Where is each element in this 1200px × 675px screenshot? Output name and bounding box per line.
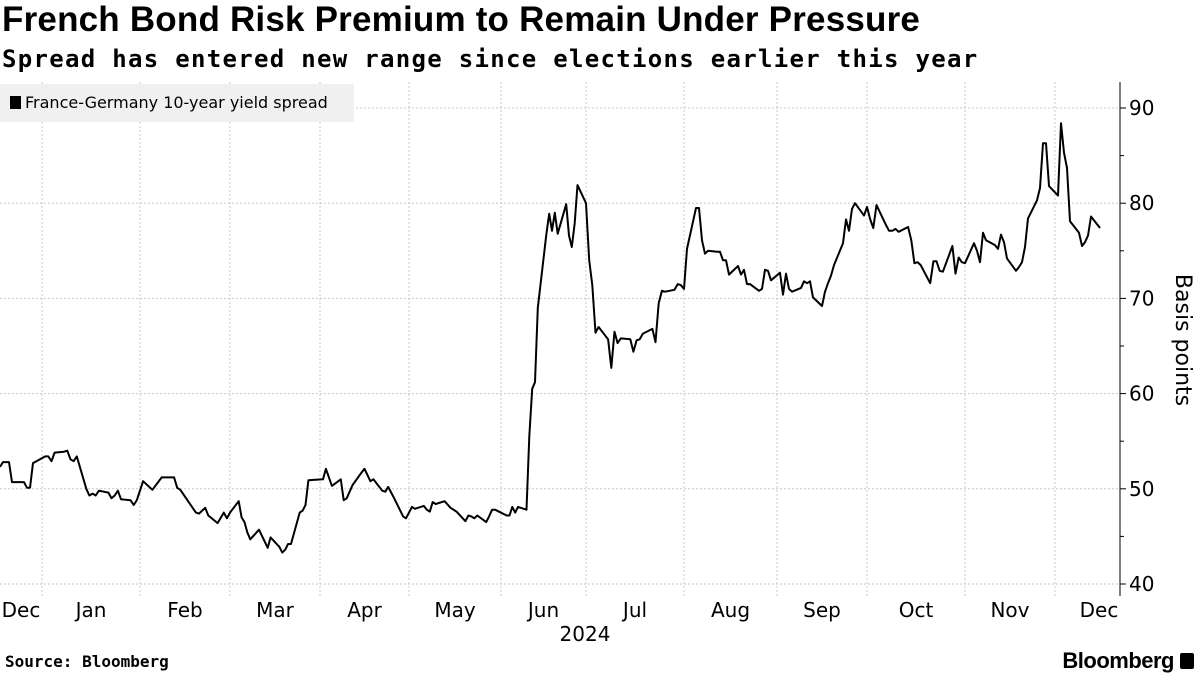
y-axis-title: Basis points xyxy=(1170,274,1195,406)
x-tick-label: Sep xyxy=(803,598,841,622)
x-axis-labels: Dec Jan Feb Mar Apr May Jun Jul Aug Sep Oct Nov Dec xyxy=(2,598,1119,622)
x-tick-label: Apr xyxy=(347,598,382,622)
series-line-france-germany-spread xyxy=(0,122,1101,554)
logo-text: Bloomberg xyxy=(1062,648,1174,673)
x-tick-label: Oct xyxy=(899,598,934,622)
x-tick-label: Feb xyxy=(167,598,202,622)
legend-swatch xyxy=(10,96,21,109)
x-tick-label: Dec xyxy=(2,598,41,622)
bloomberg-mark-icon xyxy=(1180,653,1194,669)
bloomberg-logo: Bloomberg xyxy=(1062,648,1194,674)
x-tick-label: Jun xyxy=(526,598,559,622)
x-tick-label: May xyxy=(434,598,476,622)
x-tick-label: Nov xyxy=(990,598,1029,622)
chart-subtitle: Spread has entered new range since elect… xyxy=(2,45,979,73)
x-tick-label: Mar xyxy=(256,598,295,622)
y-tick-label: 60 xyxy=(1129,382,1154,406)
legend-background xyxy=(0,84,354,122)
y-tick-label: 90 xyxy=(1129,96,1154,120)
x-tick-label: Aug xyxy=(711,598,750,622)
source-note: Source: Bloomberg xyxy=(5,652,169,671)
year-label: 2024 xyxy=(560,622,611,646)
y-tick-label: 50 xyxy=(1129,477,1154,501)
legend: France-Germany 10-year yield spread xyxy=(0,84,354,122)
x-tick-label: Dec xyxy=(1080,598,1119,622)
y-tick-label: 70 xyxy=(1129,286,1154,310)
chart-title: French Bond Risk Premium to Remain Under… xyxy=(2,0,921,39)
y-tick-label: 80 xyxy=(1129,191,1154,215)
x-tick-label: Jan xyxy=(74,598,107,622)
y-tick-label: 40 xyxy=(1129,572,1154,596)
y-axis: 40 50 60 70 80 90 xyxy=(1119,82,1154,596)
gridlines xyxy=(0,82,1120,596)
x-tick-label: Jul xyxy=(621,598,647,622)
legend-label: France-Germany 10-year yield spread xyxy=(25,93,328,112)
